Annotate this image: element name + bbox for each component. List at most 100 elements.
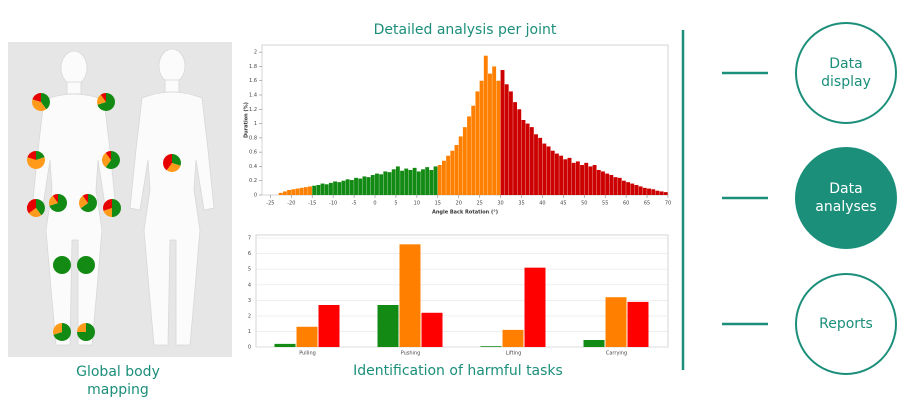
histogram-bar — [366, 177, 371, 195]
histogram-bar — [496, 80, 501, 195]
bar — [627, 301, 649, 347]
histogram-bar — [575, 161, 580, 195]
y-tick-label: 0.4 — [249, 164, 257, 170]
nav-label[interactable]: Data display — [821, 56, 871, 90]
x-tick-label: -15 — [308, 201, 316, 207]
y-tick-label: 2 — [248, 313, 251, 319]
histogram-bar — [462, 127, 467, 195]
y-tick-label: 7 — [248, 236, 251, 242]
histogram-bar — [299, 187, 304, 195]
histogram-bar — [655, 190, 660, 195]
histogram-bar — [458, 136, 463, 195]
bar — [296, 326, 318, 347]
pie-slice — [101, 152, 111, 168]
histogram-bar — [483, 55, 488, 195]
y-tick-label: 1.6 — [249, 78, 257, 84]
histogram-bar — [278, 192, 283, 195]
pie-slice — [36, 151, 45, 160]
nav-circle — [795, 273, 897, 375]
histogram-bar — [370, 175, 375, 195]
histogram-bar — [425, 167, 430, 195]
histogram-bar — [429, 170, 434, 195]
x-tick-label: Lifting — [506, 351, 522, 357]
pie-slice — [102, 199, 112, 211]
nav-label[interactable]: Data analyses — [815, 181, 877, 215]
x-tick-label: 70 — [665, 201, 671, 207]
histogram-bar — [467, 116, 471, 195]
pie-slice — [96, 94, 106, 105]
histogram-bar — [441, 160, 446, 195]
histogram-bar — [542, 143, 547, 195]
histogram-bar — [320, 183, 325, 195]
histogram-bar — [450, 150, 455, 195]
x-tick-label: Carrying — [606, 351, 627, 357]
histogram-bar — [534, 134, 538, 195]
pie-slice — [112, 199, 121, 217]
histogram-bar — [492, 66, 497, 195]
histogram-bar — [559, 155, 564, 195]
y-tick-label: 1.2 — [249, 107, 257, 113]
histogram-bar — [621, 180, 626, 195]
pie-slice — [32, 93, 41, 102]
pie-slice — [32, 99, 47, 111]
pie-slice — [36, 199, 46, 216]
histogram-bar — [308, 186, 312, 195]
histogram-bar — [291, 189, 296, 195]
pie-slice — [78, 195, 88, 209]
histogram-bar — [504, 84, 509, 195]
x-tick-label: -20 — [287, 201, 295, 207]
histogram-bar — [529, 127, 534, 195]
histogram-bar — [634, 185, 639, 195]
x-tick-label: 10 — [414, 201, 420, 207]
x-tick-label: 35 — [518, 201, 524, 207]
pie-slice — [100, 93, 106, 102]
histogram-bar — [391, 169, 396, 195]
x-tick-label: 60 — [623, 201, 629, 207]
nav-circle — [795, 22, 897, 124]
nav-label[interactable]: Reports — [819, 316, 873, 332]
histogram-bar — [387, 172, 392, 195]
histogram-bar — [538, 137, 543, 195]
x-axis-label: Angle Back Rotation (°) — [432, 210, 498, 216]
y-tick-label: 6 — [248, 251, 251, 257]
bar — [274, 343, 296, 347]
histogram-bar — [454, 145, 459, 195]
histogram-bar — [521, 120, 526, 195]
chart-title: Detailed analysis per joint — [374, 22, 557, 38]
histogram-bar — [412, 167, 417, 195]
y-tick-label: 1 — [248, 329, 251, 335]
histogram-bar — [328, 182, 333, 195]
x-tick-label: 25 — [476, 201, 482, 207]
x-tick-label: -10 — [329, 201, 337, 207]
pie-slice — [162, 154, 172, 171]
pie-slice — [49, 195, 58, 206]
histogram-bar — [571, 162, 576, 195]
pie-slice — [53, 323, 71, 341]
y-tick-label: 2 — [254, 50, 257, 56]
y-tick-label: 0.8 — [249, 135, 257, 141]
pie-slice — [28, 208, 42, 218]
histogram-bar — [488, 73, 492, 195]
pie-slice — [97, 93, 116, 111]
histogram-bar — [592, 165, 597, 195]
y-tick-label: 1.4 — [249, 93, 257, 99]
histogram-bar — [500, 70, 505, 195]
pie-slice — [105, 151, 111, 160]
x-tick-label: 45 — [560, 201, 566, 207]
histogram-bar — [651, 189, 656, 195]
histogram-bar — [663, 192, 668, 195]
histogram-bar — [312, 185, 317, 195]
histogram-bar — [642, 187, 647, 195]
bar — [421, 312, 443, 347]
histogram-bar — [282, 191, 287, 195]
histogram-bar — [379, 174, 384, 195]
bar — [605, 297, 627, 347]
histogram-bar — [475, 91, 480, 195]
histogram-bar — [316, 185, 321, 195]
histogram-bar — [408, 170, 413, 195]
histogram-bar — [659, 191, 664, 195]
histogram-bar — [349, 180, 354, 195]
x-tick-label: -5 — [352, 201, 357, 207]
y-tick-label: 5 — [248, 267, 251, 273]
pie-slice — [52, 194, 58, 203]
